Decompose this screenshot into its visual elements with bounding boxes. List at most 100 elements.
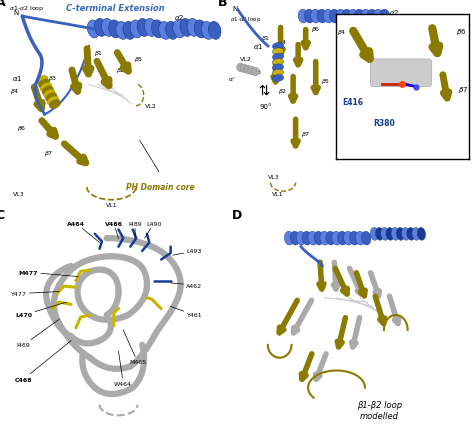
Ellipse shape bbox=[396, 228, 405, 241]
Ellipse shape bbox=[152, 21, 164, 39]
Text: $\beta$6: $\beta$6 bbox=[17, 123, 27, 132]
Text: VL3: VL3 bbox=[13, 192, 25, 197]
Ellipse shape bbox=[374, 10, 383, 24]
Ellipse shape bbox=[401, 228, 410, 241]
Ellipse shape bbox=[237, 64, 244, 72]
Text: $\beta$5: $\beta$5 bbox=[321, 76, 330, 86]
Text: $\beta$7: $\beta$7 bbox=[44, 149, 54, 158]
Ellipse shape bbox=[302, 232, 312, 245]
Ellipse shape bbox=[308, 232, 318, 245]
Text: $\beta$1: $\beta$1 bbox=[261, 34, 270, 43]
Ellipse shape bbox=[240, 65, 248, 73]
Text: I489: I489 bbox=[128, 221, 142, 239]
Text: $\beta$3: $\beta$3 bbox=[253, 68, 263, 77]
Ellipse shape bbox=[361, 232, 371, 245]
Ellipse shape bbox=[42, 86, 54, 96]
Ellipse shape bbox=[137, 19, 150, 37]
Text: I469: I469 bbox=[17, 320, 59, 348]
Ellipse shape bbox=[320, 232, 329, 245]
Text: $\alpha$2: $\alpha$2 bbox=[174, 12, 184, 22]
Ellipse shape bbox=[40, 83, 52, 92]
Ellipse shape bbox=[367, 10, 377, 24]
Text: 90°: 90° bbox=[259, 104, 272, 109]
Text: $\beta$4: $\beta$4 bbox=[10, 87, 20, 96]
Text: $\beta$6: $\beta$6 bbox=[456, 27, 466, 37]
Ellipse shape bbox=[412, 228, 420, 241]
Ellipse shape bbox=[296, 232, 306, 245]
Ellipse shape bbox=[38, 80, 50, 89]
Text: ⇄: ⇄ bbox=[258, 83, 273, 95]
Text: $\alpha$1: $\alpha$1 bbox=[12, 74, 22, 83]
Text: $\beta$2: $\beta$2 bbox=[278, 87, 288, 96]
Ellipse shape bbox=[180, 19, 192, 37]
Ellipse shape bbox=[44, 90, 55, 99]
Text: $\beta$7: $\beta$7 bbox=[301, 130, 310, 139]
Text: $\alpha$': $\alpha$' bbox=[228, 75, 235, 83]
Ellipse shape bbox=[87, 21, 100, 39]
Text: W464: W464 bbox=[114, 351, 132, 386]
Text: β1-β2 loop
modelled: β1-β2 loop modelled bbox=[356, 400, 402, 420]
Text: $\beta$2: $\beta$2 bbox=[116, 66, 125, 75]
Text: $\beta$5: $\beta$5 bbox=[134, 55, 143, 64]
Ellipse shape bbox=[407, 228, 415, 241]
Ellipse shape bbox=[355, 10, 365, 24]
Ellipse shape bbox=[273, 75, 283, 82]
Ellipse shape bbox=[187, 19, 200, 37]
Text: C468: C468 bbox=[15, 341, 71, 382]
Text: E416: E416 bbox=[343, 97, 364, 106]
Ellipse shape bbox=[417, 228, 426, 241]
Ellipse shape bbox=[329, 10, 340, 24]
Ellipse shape bbox=[47, 97, 59, 106]
Text: $\beta$4: $\beta$4 bbox=[278, 38, 288, 47]
Ellipse shape bbox=[337, 232, 347, 245]
Ellipse shape bbox=[336, 10, 346, 24]
Text: A464: A464 bbox=[67, 221, 100, 243]
Ellipse shape bbox=[94, 19, 107, 37]
Text: VL2: VL2 bbox=[240, 57, 252, 62]
Text: $\beta$7: $\beta$7 bbox=[458, 85, 469, 95]
Text: C: C bbox=[0, 209, 4, 222]
Ellipse shape bbox=[332, 232, 341, 245]
Text: Y477: Y477 bbox=[11, 291, 59, 296]
Ellipse shape bbox=[298, 10, 308, 24]
Ellipse shape bbox=[273, 49, 283, 56]
Ellipse shape bbox=[317, 10, 327, 24]
Ellipse shape bbox=[166, 22, 178, 40]
Ellipse shape bbox=[323, 10, 333, 24]
FancyBboxPatch shape bbox=[371, 60, 432, 87]
Ellipse shape bbox=[348, 10, 358, 24]
Text: C-terminal Extension: C-terminal Extension bbox=[66, 4, 165, 13]
Ellipse shape bbox=[244, 66, 252, 75]
Ellipse shape bbox=[310, 10, 321, 24]
Ellipse shape bbox=[201, 22, 214, 40]
Text: R380: R380 bbox=[373, 119, 395, 128]
Text: VL3: VL3 bbox=[268, 174, 280, 179]
Text: $\alpha$2: $\alpha$2 bbox=[389, 8, 399, 17]
Text: B: B bbox=[218, 0, 227, 9]
Ellipse shape bbox=[101, 19, 114, 37]
Ellipse shape bbox=[273, 65, 283, 72]
Ellipse shape bbox=[159, 22, 171, 40]
Ellipse shape bbox=[109, 21, 121, 39]
Text: M465: M465 bbox=[123, 330, 146, 365]
Ellipse shape bbox=[116, 22, 128, 40]
Ellipse shape bbox=[284, 232, 294, 245]
Text: $\beta$6: $\beta$6 bbox=[311, 25, 320, 35]
Ellipse shape bbox=[173, 21, 185, 39]
Text: V486: V486 bbox=[105, 221, 123, 239]
Ellipse shape bbox=[209, 22, 221, 40]
Ellipse shape bbox=[273, 59, 283, 66]
Ellipse shape bbox=[356, 232, 365, 245]
Text: $\alpha$1-$\alpha$2 loop: $\alpha$1-$\alpha$2 loop bbox=[230, 15, 262, 24]
Text: $\beta$3: $\beta$3 bbox=[48, 74, 58, 83]
Ellipse shape bbox=[145, 19, 157, 37]
Ellipse shape bbox=[273, 43, 283, 50]
Ellipse shape bbox=[130, 21, 143, 39]
Text: N: N bbox=[233, 6, 238, 12]
Text: $\beta$1: $\beta$1 bbox=[93, 49, 103, 58]
Text: D: D bbox=[232, 209, 243, 222]
Ellipse shape bbox=[391, 228, 400, 241]
Ellipse shape bbox=[342, 10, 352, 24]
Ellipse shape bbox=[36, 76, 48, 86]
Ellipse shape bbox=[248, 67, 255, 75]
